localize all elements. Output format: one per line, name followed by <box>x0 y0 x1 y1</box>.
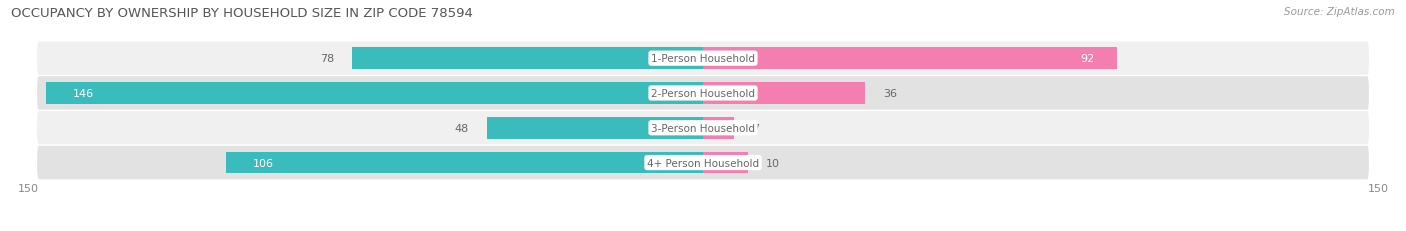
FancyBboxPatch shape <box>37 77 1369 110</box>
Text: 10: 10 <box>766 158 780 168</box>
Text: 2-Person Household: 2-Person Household <box>651 88 755 99</box>
Text: 3-Person Household: 3-Person Household <box>651 123 755 133</box>
Bar <box>226 152 703 174</box>
Text: 7: 7 <box>752 123 759 133</box>
Text: 48: 48 <box>454 123 470 133</box>
Bar <box>703 152 748 174</box>
Text: 78: 78 <box>319 54 335 64</box>
Text: Source: ZipAtlas.com: Source: ZipAtlas.com <box>1284 7 1395 17</box>
Text: 36: 36 <box>883 88 897 99</box>
Bar <box>703 83 865 104</box>
FancyBboxPatch shape <box>37 112 1369 145</box>
Text: 92: 92 <box>1080 54 1094 64</box>
Text: OCCUPANCY BY OWNERSHIP BY HOUSEHOLD SIZE IN ZIP CODE 78594: OCCUPANCY BY OWNERSHIP BY HOUSEHOLD SIZE… <box>11 7 474 20</box>
Text: 146: 146 <box>73 88 94 99</box>
Bar <box>703 118 734 139</box>
Text: 1-Person Household: 1-Person Household <box>651 54 755 64</box>
Bar <box>703 48 1116 70</box>
Bar <box>486 118 703 139</box>
FancyBboxPatch shape <box>37 42 1369 76</box>
Bar <box>46 83 703 104</box>
Bar <box>352 48 703 70</box>
Text: 106: 106 <box>253 158 274 168</box>
Text: 4+ Person Household: 4+ Person Household <box>647 158 759 168</box>
FancyBboxPatch shape <box>37 146 1369 179</box>
